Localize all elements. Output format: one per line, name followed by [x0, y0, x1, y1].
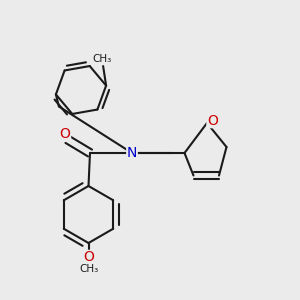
- Text: O: O: [83, 250, 94, 264]
- Text: N: N: [127, 146, 137, 160]
- Text: CH₃: CH₃: [92, 55, 111, 64]
- Text: O: O: [60, 127, 70, 141]
- Text: CH₃: CH₃: [79, 264, 98, 274]
- Text: O: O: [207, 114, 218, 128]
